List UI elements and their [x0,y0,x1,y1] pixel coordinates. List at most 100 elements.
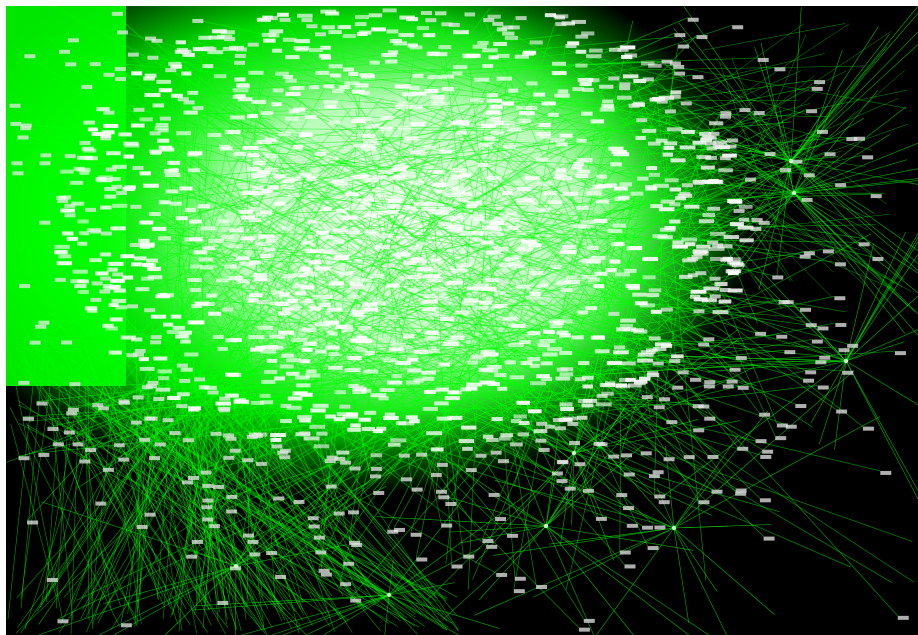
node-label[interactable] [507,261,522,266]
node-label[interactable] [382,358,397,363]
node-label[interactable] [229,115,245,120]
node-label[interactable] [96,178,113,183]
node-label[interactable] [658,207,675,212]
node-label[interactable] [575,174,589,179]
node-label[interactable] [144,512,156,517]
node-label[interactable] [77,241,88,246]
node-label[interactable] [294,375,310,380]
node-label[interactable] [349,466,361,471]
node-label[interactable] [299,359,311,364]
node-label[interactable] [52,442,64,447]
node-label[interactable] [342,215,355,220]
node-label[interactable] [726,379,738,384]
node-label[interactable] [522,51,535,56]
node-label[interactable] [213,74,227,79]
node-label[interactable] [133,107,145,112]
hub-node[interactable] [843,358,849,364]
node-label[interactable] [282,179,295,184]
node-label[interactable] [164,173,181,178]
node-label[interactable] [648,288,662,293]
node-label[interactable] [139,220,154,225]
node-label[interactable] [497,459,509,464]
node-label[interactable] [63,430,75,435]
node-label[interactable] [428,348,440,353]
node-label[interactable] [894,351,906,356]
node-label[interactable] [315,266,332,271]
node-label[interactable] [834,296,846,301]
node-label[interactable] [535,131,552,136]
node-label[interactable] [277,302,290,307]
node-label[interactable] [113,443,125,448]
node-label[interactable] [282,75,294,80]
node-label[interactable] [669,219,681,224]
node-label[interactable] [687,273,698,278]
node-label[interactable] [361,427,376,432]
node-label[interactable] [248,260,261,265]
node-label[interactable] [308,48,323,53]
node-label[interactable] [388,176,405,181]
node-label[interactable] [188,168,200,173]
node-label[interactable] [277,450,289,455]
node-label[interactable] [182,480,194,485]
node-label[interactable] [479,380,496,385]
node-label[interactable] [434,11,447,16]
node-label[interactable] [109,278,125,283]
node-label[interactable] [638,376,651,381]
node-label[interactable] [394,252,410,257]
node-label[interactable] [559,250,575,255]
node-label[interactable] [292,283,306,288]
node-label[interactable] [67,407,79,412]
node-label[interactable] [283,274,297,279]
node-label[interactable] [664,141,678,146]
node-label[interactable] [373,490,385,495]
node-label[interactable] [737,385,749,390]
node-label[interactable] [398,453,410,458]
node-label[interactable] [18,456,30,461]
node-label[interactable] [648,63,662,68]
node-label[interactable] [306,176,317,181]
node-label[interactable] [339,404,351,409]
node-label[interactable] [348,71,359,76]
node-label[interactable] [450,335,465,340]
node-label[interactable] [639,303,655,308]
node-label[interactable] [500,433,514,438]
node-label[interactable] [422,376,435,381]
node-label[interactable] [242,145,259,150]
node-label[interactable] [102,284,114,289]
node-label[interactable] [411,257,424,262]
node-label[interactable] [424,336,438,341]
node-label[interactable] [159,116,171,121]
node-label[interactable] [56,195,67,200]
node-label[interactable] [410,122,426,127]
node-label[interactable] [698,219,715,224]
node-label[interactable] [437,210,449,215]
node-label[interactable] [299,172,312,177]
node-label[interactable] [363,369,379,374]
node-label[interactable] [433,98,444,103]
node-label[interactable] [278,311,290,316]
node-label[interactable] [248,335,265,340]
node-label[interactable] [227,130,241,135]
node-label[interactable] [621,54,633,59]
node-label[interactable] [486,176,502,181]
node-label[interactable] [593,218,608,223]
node-label[interactable] [316,431,328,436]
node-label[interactable] [266,358,278,363]
node-label[interactable] [228,228,244,233]
node-label[interactable] [250,400,264,405]
node-label[interactable] [238,209,254,214]
node-label[interactable] [393,41,408,46]
node-label[interactable] [410,532,422,537]
node-label[interactable] [718,168,733,173]
node-label[interactable] [103,110,115,115]
node-label[interactable] [711,489,723,494]
node-label[interactable] [64,213,76,218]
node-label[interactable] [149,456,161,461]
node-label[interactable] [343,67,354,72]
node-label[interactable] [527,409,542,414]
node-label[interactable] [200,470,212,475]
node-label[interactable] [674,71,686,76]
node-label[interactable] [398,33,415,38]
node-label[interactable] [364,410,377,415]
node-label[interactable] [758,220,770,225]
